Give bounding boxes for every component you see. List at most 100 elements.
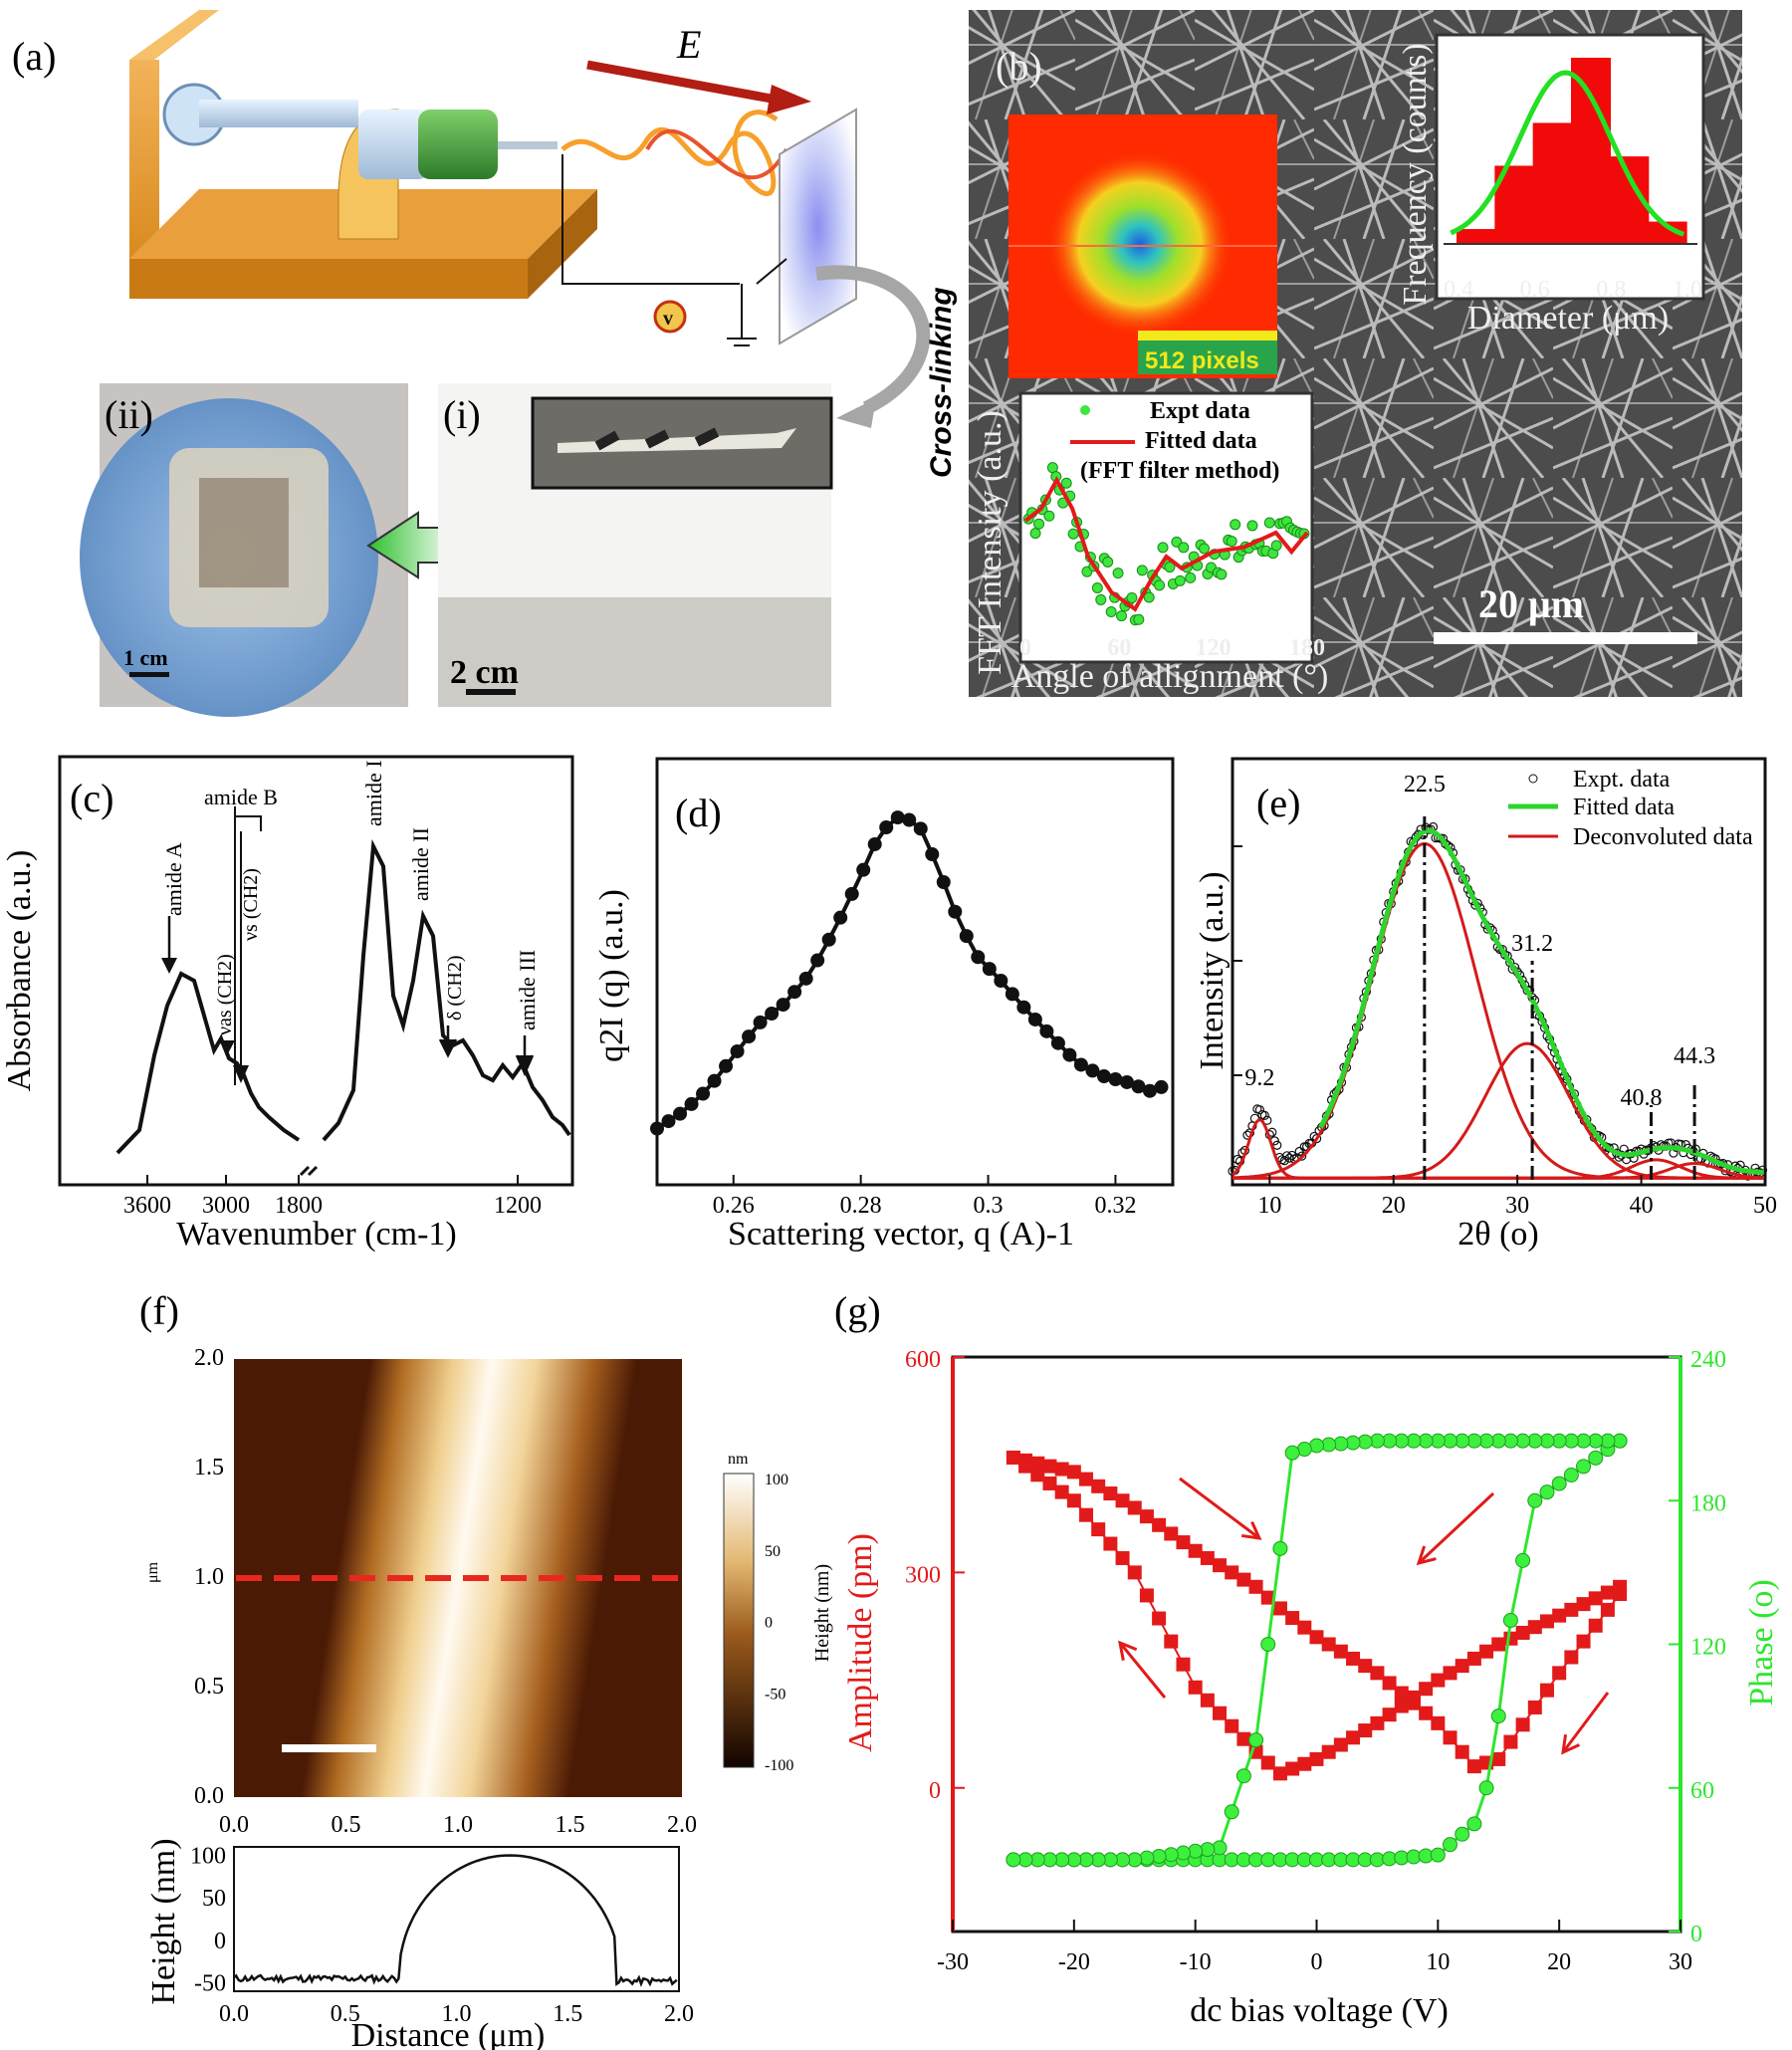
photo-i-scale-bar [466,689,516,695]
height-profile-line [233,1854,678,1987]
amplitude-point [1382,1676,1397,1691]
x-tick: 40 [1630,1193,1654,1219]
legend-fit-method: (FFT filter method) [1080,458,1279,484]
annot-amide-iii: amide III [515,950,540,1030]
saxs-data-point [742,1029,757,1044]
panel-label: (f) [139,1288,179,1333]
saxs-data-point [856,862,871,877]
profile-x-label: Distance (μm) [351,2017,546,2050]
fft-x-tick: 60 [1107,635,1131,661]
fft-x-tick: 0 [1019,635,1031,661]
map-x-tick: 1.0 [443,1812,473,1838]
amplitude-point [1066,1493,1081,1508]
expt-data-point [1105,606,1117,618]
saxs-data-point [776,998,790,1013]
phase-point [1551,1476,1567,1491]
map-x-tick: 1.5 [556,1812,585,1838]
expt-data-point [1226,536,1237,548]
photo-i-scale: 2 cm [450,654,519,691]
panel-label: (d) [675,791,722,835]
arrowhead [1118,1640,1138,1661]
phase-point [1443,1837,1458,1853]
fitted-line [1318,827,1764,1175]
amplitude-point [1394,1686,1409,1701]
amplitude-point [1406,1690,1421,1705]
map-y-tick: 2.0 [194,1345,224,1371]
expt-data-point [1136,565,1148,576]
x-tick: 30 [1505,1193,1529,1219]
expt-data-point [1199,543,1211,555]
colorbar-title: Height (nm) [811,1564,833,1662]
peak-label: 22.5 [1404,772,1446,797]
amplitude-point [1054,1484,1069,1499]
amplitude-point [1030,1468,1045,1482]
panel-f: (f) 0.0 0.5 1.0 1.5 2.0 2.0 1.5 1.0 0.5 0.0 μm nm 100… [139,1288,833,2050]
crosslinking-label: Cross-linking [925,287,958,478]
amplitude-point [1054,1462,1069,1477]
amplitude-point [1297,1620,1312,1635]
y-tick: 600 [905,1347,941,1373]
saxs-data-point [650,1121,664,1136]
amplitude-point [1200,1693,1215,1708]
legend-expt: Expt data [1150,398,1250,424]
amplitude-point [1479,1644,1494,1659]
colorbar-tick: -50 [765,1686,785,1703]
plot-frame [58,755,574,1187]
gaussian-fit-line [1450,70,1685,237]
saxs-data-point [798,971,813,986]
amplitude-point [1248,1579,1263,1594]
amplitude-point [1139,1509,1154,1524]
amplitude-point [1333,1644,1348,1659]
amplitude-point [1115,1550,1130,1565]
expt-data-point [1279,1156,1289,1166]
histogram-bar [1532,122,1573,244]
profile-x-tick: 1.0 [442,2001,472,2027]
profile-frame [233,1846,680,1992]
phase-point [1588,1450,1604,1466]
amplitude-point [1394,1699,1409,1713]
amplitude-point [1431,1715,1446,1730]
amplitude-point [1018,1459,1033,1474]
amplitude-point [1176,1657,1191,1672]
x-tick: 10 [1257,1193,1281,1219]
deconvoluted-peak [1232,1158,1764,1180]
phase-point [1490,1708,1506,1724]
saxs-data-point [902,812,917,827]
amplitude-point [1079,1472,1094,1486]
expt-data-point [1154,579,1166,591]
saxs-data-point [1096,1069,1111,1084]
saxs-data-point [810,953,825,968]
saxs-data-point [890,810,905,825]
phase-point [1006,1852,1021,1868]
y-axis-label: Intensity (a.u.) [1194,871,1231,1069]
saxs-data-point [982,962,997,977]
expt-data-point [1157,542,1169,554]
phase-point [1478,1780,1494,1796]
map-y-tick: 1.5 [194,1455,224,1481]
amplitude-point [1515,1625,1530,1640]
y2-axis-label: Phase (o) [1743,1579,1780,1706]
phase-point [1466,1816,1482,1832]
direction-arrow [1118,1642,1167,1699]
saxs-data-point [719,1058,734,1073]
amplitude-point [1576,1634,1591,1649]
direction-arrow [1561,1692,1610,1753]
saxs-data-point [661,1114,676,1129]
amplitude-point [1552,1608,1567,1623]
expt-data-point [1216,569,1228,580]
amplitude-point [1200,1550,1215,1565]
amplitude-point [1236,1731,1251,1746]
amplitude-point [1176,1535,1191,1550]
expt-data-point [1133,613,1145,625]
expt-data-point [1282,1151,1292,1161]
amplitude-point [1272,1601,1287,1616]
legend-deconv: Deconvoluted data [1573,824,1753,850]
peak-label: 44.3 [1674,1043,1715,1069]
amplitude-point [1370,1715,1385,1730]
annot-amide-a: amide A [161,842,186,916]
colorbar-unit: nm [728,1451,749,1468]
arrowhead [233,1065,249,1083]
expt-data-point [1294,1146,1304,1157]
x-axis-label: Scattering vector, q (A)-1 [728,1216,1074,1253]
